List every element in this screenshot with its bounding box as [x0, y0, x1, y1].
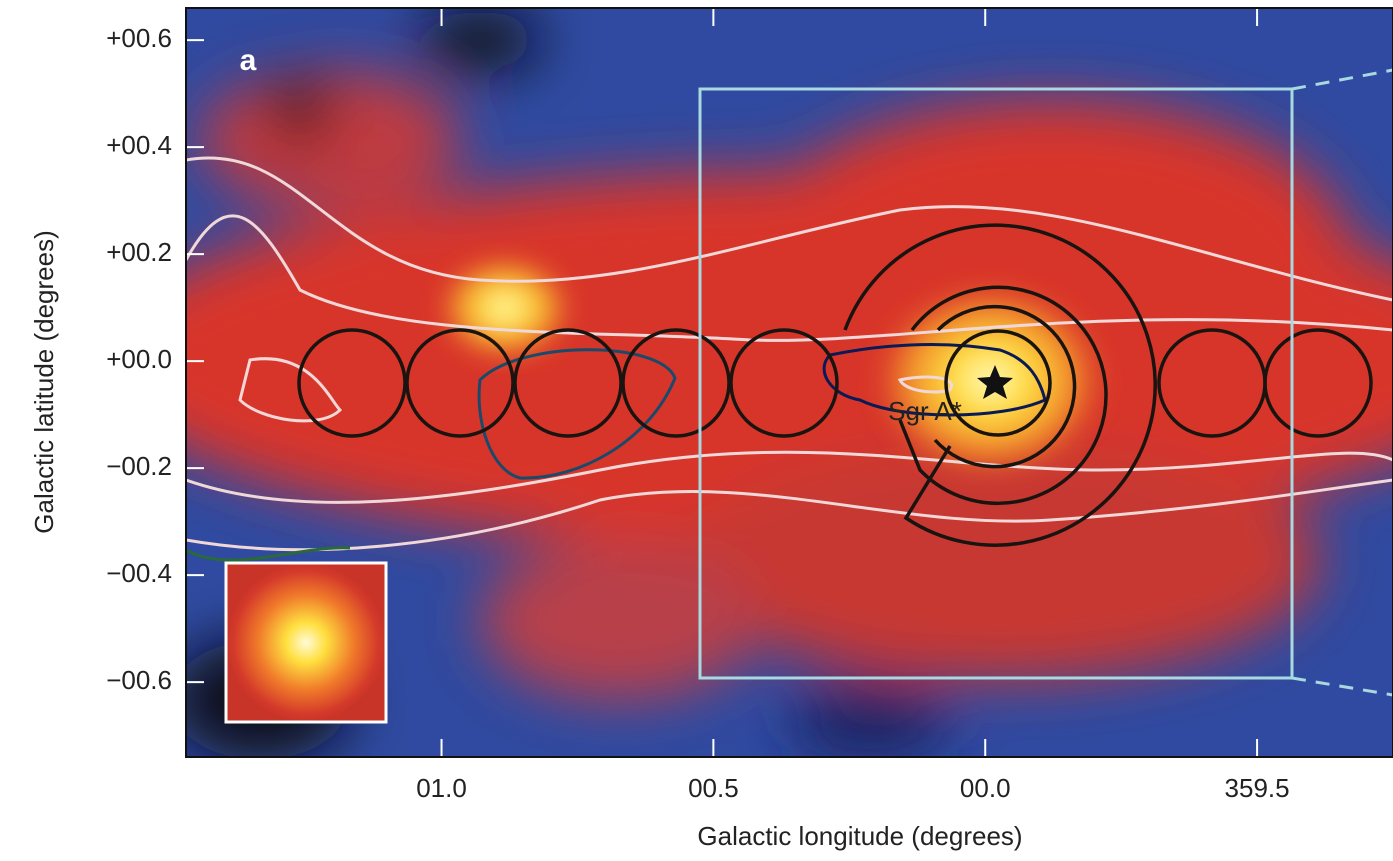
y-tick-label: +00.2	[106, 237, 172, 267]
y-axis-title: Galactic latitude (degrees)	[29, 230, 59, 533]
x-tick-label: 359.5	[1225, 773, 1290, 803]
sgr-a-star-marker	[977, 365, 1013, 399]
y-tick-label: +00.4	[106, 130, 172, 160]
regions	[297, 223, 1373, 547]
y-tick-label: −00.4	[106, 558, 172, 588]
x-tick-label: 01.0	[416, 773, 467, 803]
panel-label: a	[240, 44, 257, 77]
y-tick-label: −00.6	[106, 665, 172, 695]
psf-inset	[224, 561, 388, 724]
annotation: Sgr A*	[888, 396, 962, 426]
x-axis-title: Galactic longitude (degrees)	[697, 821, 1022, 851]
contours	[186, 156, 1393, 552]
sky-map	[186, 8, 1393, 757]
x-tick-label: 00.0	[960, 773, 1011, 803]
y-tick-label: −00.2	[106, 451, 172, 481]
zoom-box	[698, 87, 1294, 680]
y-tick-label: +00.0	[106, 344, 172, 374]
x-tick-label: 00.5	[688, 773, 739, 803]
y-tick-label: +00.6	[106, 23, 172, 53]
